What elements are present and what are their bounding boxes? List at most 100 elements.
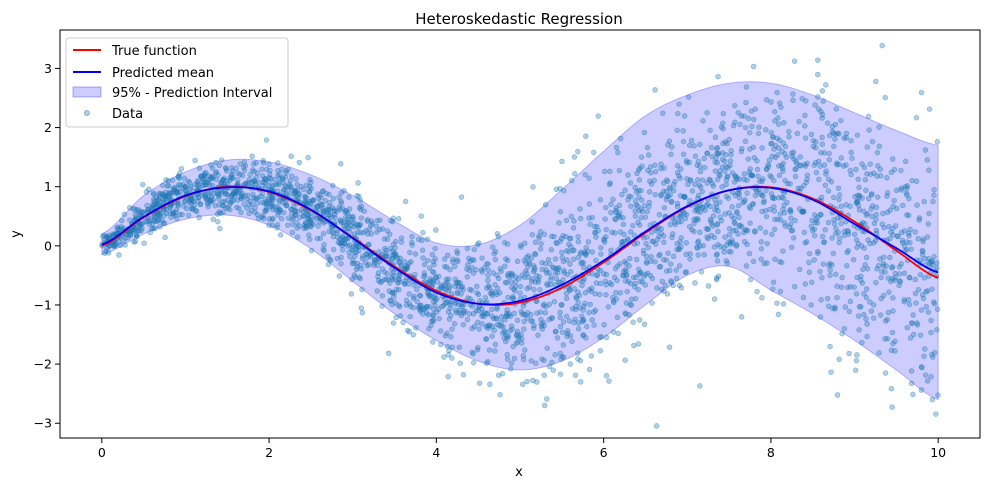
data-point [201, 176, 207, 182]
data-point [834, 294, 840, 301]
data-point [563, 313, 570, 320]
data-point [122, 242, 128, 248]
data-point [709, 153, 715, 160]
data-point [223, 191, 229, 197]
data-point [566, 248, 572, 255]
data-point [669, 231, 676, 237]
data-point [782, 143, 789, 150]
data-point [302, 224, 309, 230]
data-point [759, 192, 765, 198]
data-point [613, 144, 620, 151]
data-point [187, 200, 193, 207]
data-point [197, 173, 204, 179]
data-point [474, 347, 481, 353]
data-point [904, 212, 910, 218]
data-point [170, 186, 177, 192]
data-point [368, 231, 375, 237]
data-point [204, 178, 211, 185]
data-point [782, 223, 789, 229]
data-point [417, 292, 423, 298]
data-point [763, 187, 769, 194]
data-point [786, 134, 792, 140]
data-point [579, 259, 585, 265]
data-point [557, 185, 563, 192]
data-point [200, 175, 206, 182]
data-point [309, 197, 316, 204]
data-point [929, 258, 935, 264]
data-point [817, 268, 823, 275]
data-point [204, 181, 210, 187]
data-point [913, 114, 920, 121]
data-point [617, 229, 624, 235]
data-point [809, 217, 815, 224]
data-point [796, 266, 803, 273]
data-point [276, 209, 282, 216]
data-point [550, 264, 556, 271]
data-point [493, 315, 499, 321]
data-point [685, 94, 692, 100]
data-point [253, 196, 260, 202]
data-point [247, 171, 253, 178]
data-point [832, 304, 838, 311]
data-point [188, 196, 194, 203]
data-point [623, 260, 629, 267]
data-point [882, 94, 889, 101]
data-point [559, 249, 565, 256]
data-point [218, 191, 225, 197]
data-point [765, 163, 772, 170]
data-point [674, 240, 680, 247]
data-point [636, 317, 643, 323]
data-point [638, 154, 645, 160]
data-point [732, 220, 738, 227]
data-point [473, 267, 479, 273]
data-point [869, 203, 876, 209]
data-point [320, 220, 327, 226]
data-point [754, 288, 760, 295]
data-point [505, 333, 512, 340]
data-point [921, 353, 927, 359]
data-point [531, 322, 537, 329]
data-point [863, 294, 870, 301]
data-point [593, 234, 599, 240]
data-point [328, 223, 335, 230]
data-point [450, 256, 456, 262]
data-point [591, 309, 597, 315]
data-point [492, 281, 498, 288]
data-point [863, 286, 870, 292]
data-point [150, 196, 157, 203]
data-point [768, 191, 775, 197]
data-point [912, 229, 918, 235]
data-point [607, 180, 613, 186]
data-point [508, 270, 514, 277]
data-point [676, 246, 682, 253]
data-point [743, 227, 749, 233]
data-point [433, 274, 440, 281]
data-point [930, 198, 936, 205]
data-point [250, 195, 257, 201]
data-point [898, 261, 905, 267]
data-point [873, 204, 880, 211]
data-point [612, 266, 619, 272]
data-point [520, 352, 527, 359]
data-point [841, 232, 848, 239]
data-point [303, 182, 310, 188]
data-point [797, 163, 804, 169]
data-point [165, 183, 172, 189]
data-point [260, 160, 267, 166]
data-point [791, 283, 798, 290]
data-point [334, 208, 340, 214]
data-point [521, 318, 527, 325]
legend-label-true-function: True function [111, 44, 197, 59]
data-point [328, 214, 335, 220]
data-point [878, 274, 884, 281]
data-point [634, 170, 640, 177]
data-point [628, 296, 635, 303]
data-point [210, 191, 217, 197]
data-point [130, 228, 136, 234]
data-point [715, 228, 721, 235]
data-point [927, 259, 934, 265]
data-point [695, 208, 701, 215]
data-point [802, 135, 809, 141]
data-point [528, 312, 534, 318]
data-point [614, 277, 620, 284]
